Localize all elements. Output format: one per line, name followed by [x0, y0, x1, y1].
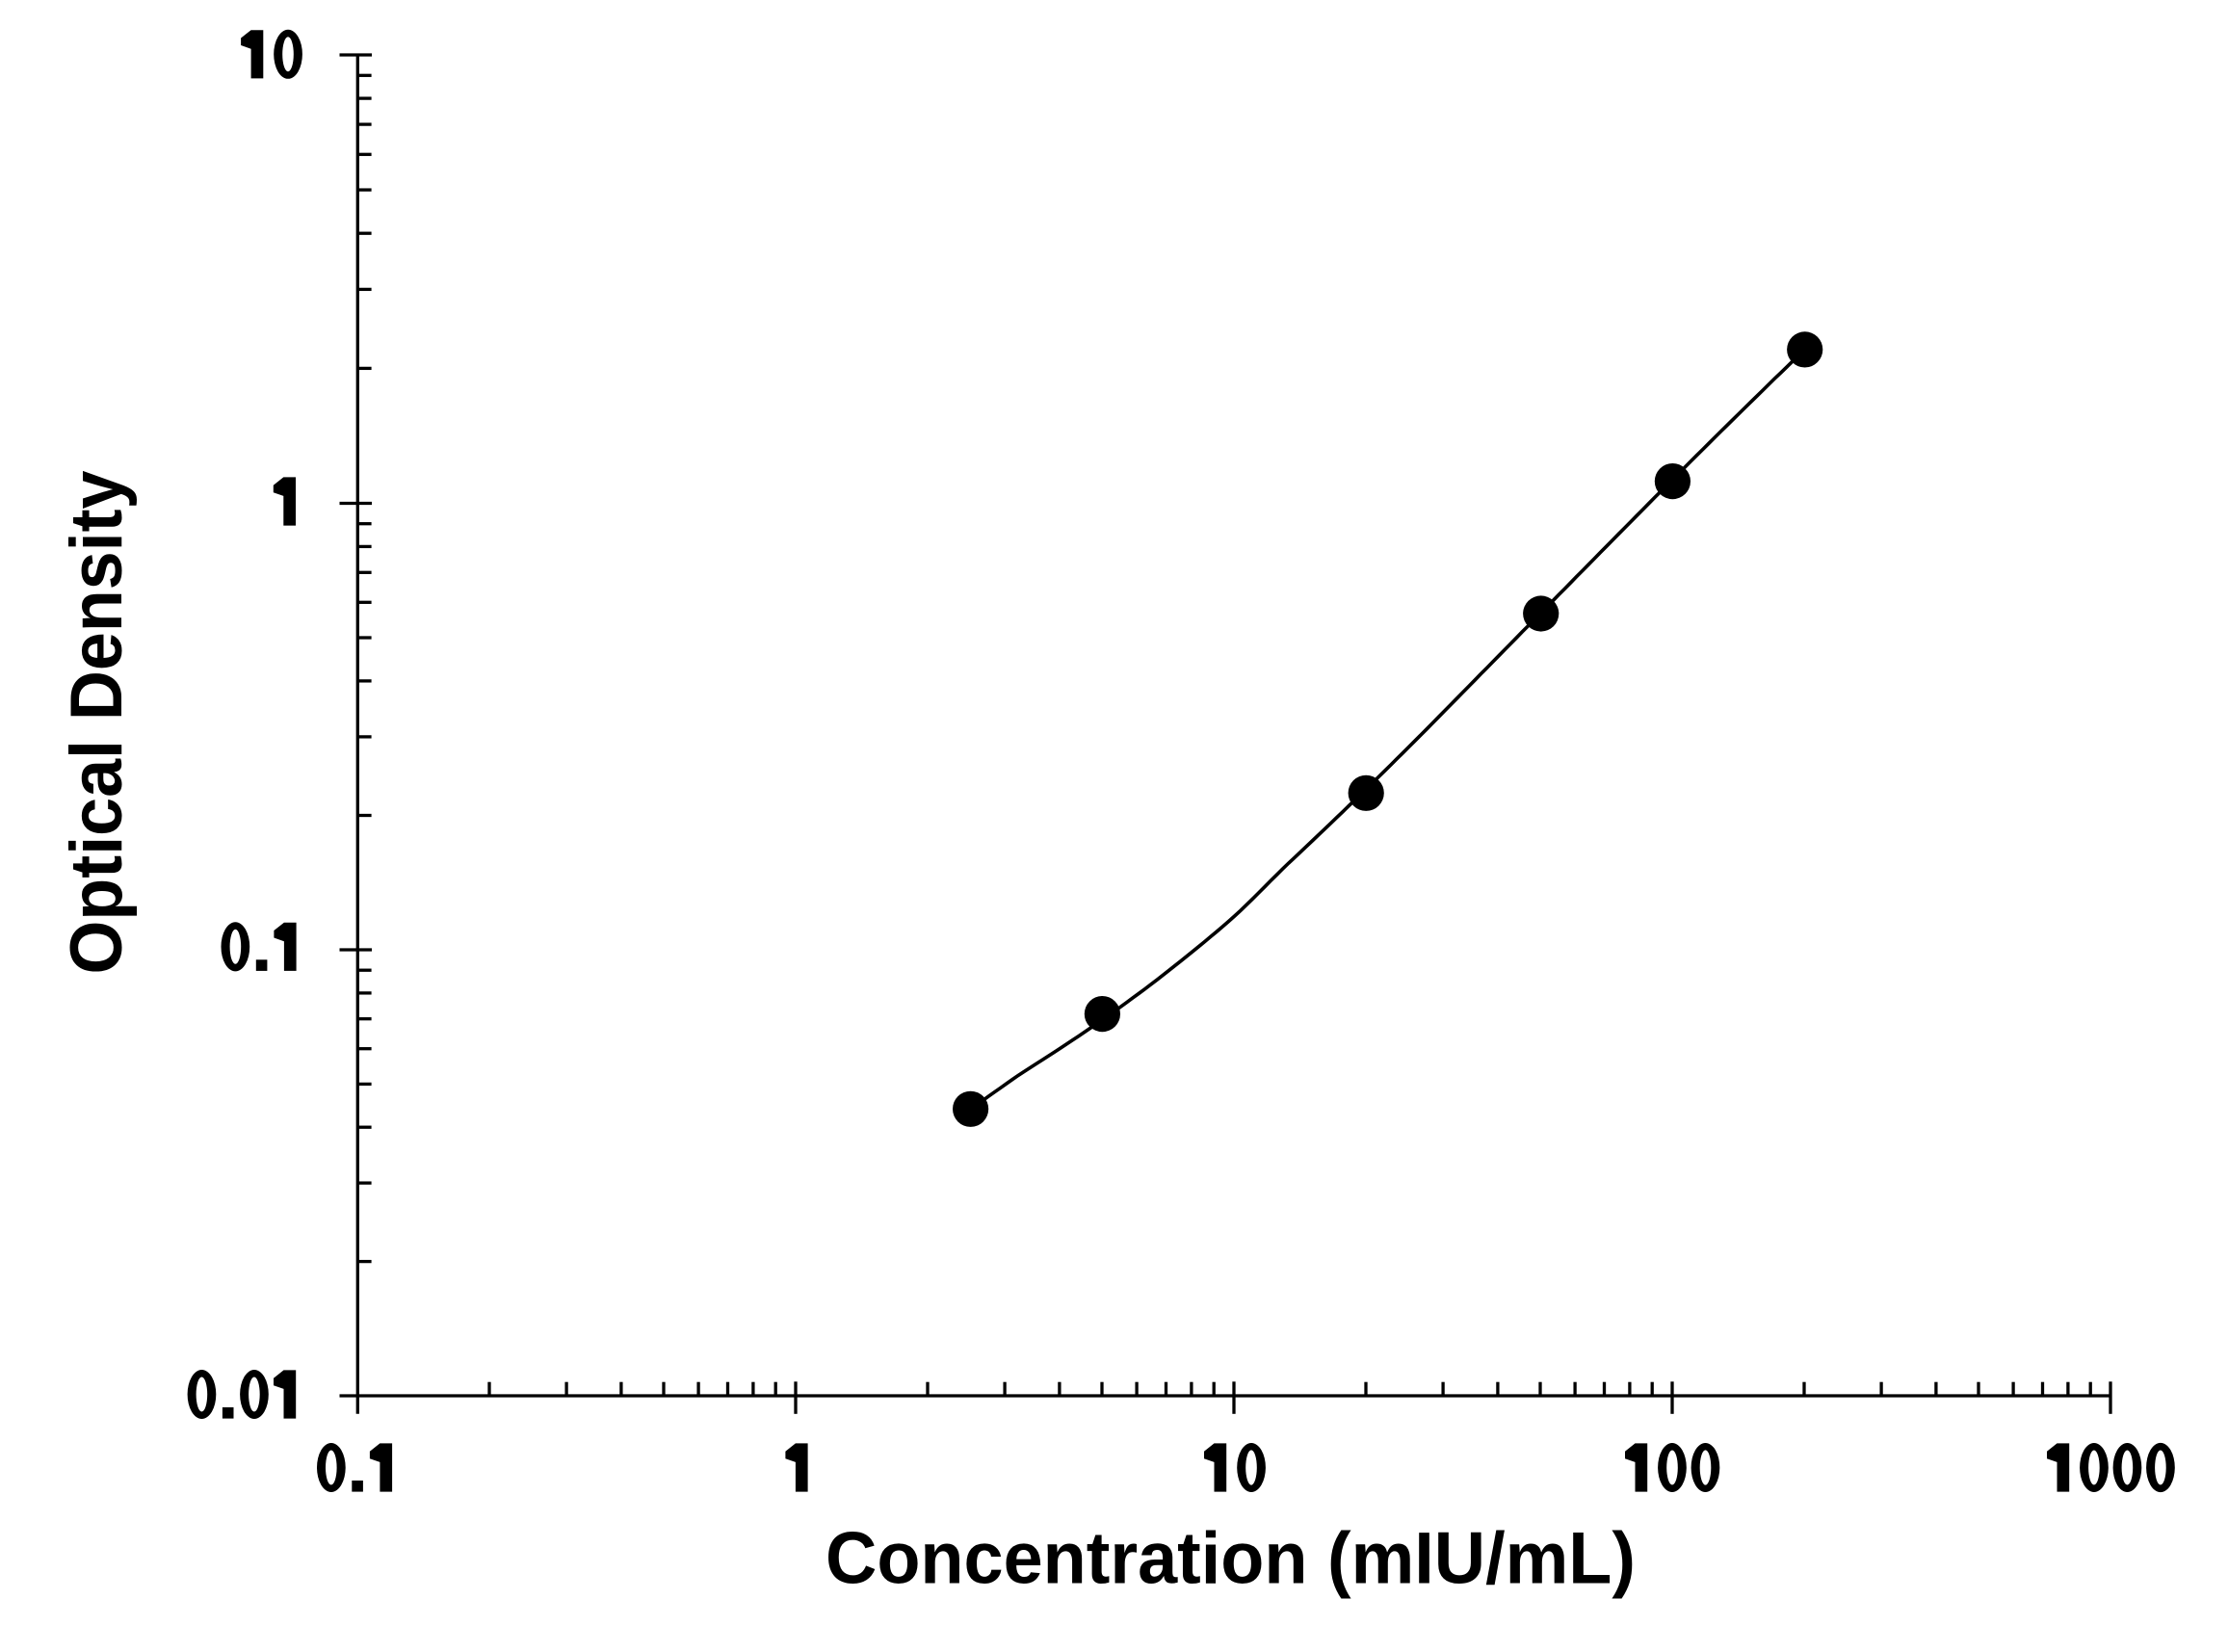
svg-text:Optical Density: Optical Density	[56, 471, 138, 975]
svg-text:Concentration (mIU/mL): Concentration (mIU/mL)	[826, 1518, 1636, 1600]
